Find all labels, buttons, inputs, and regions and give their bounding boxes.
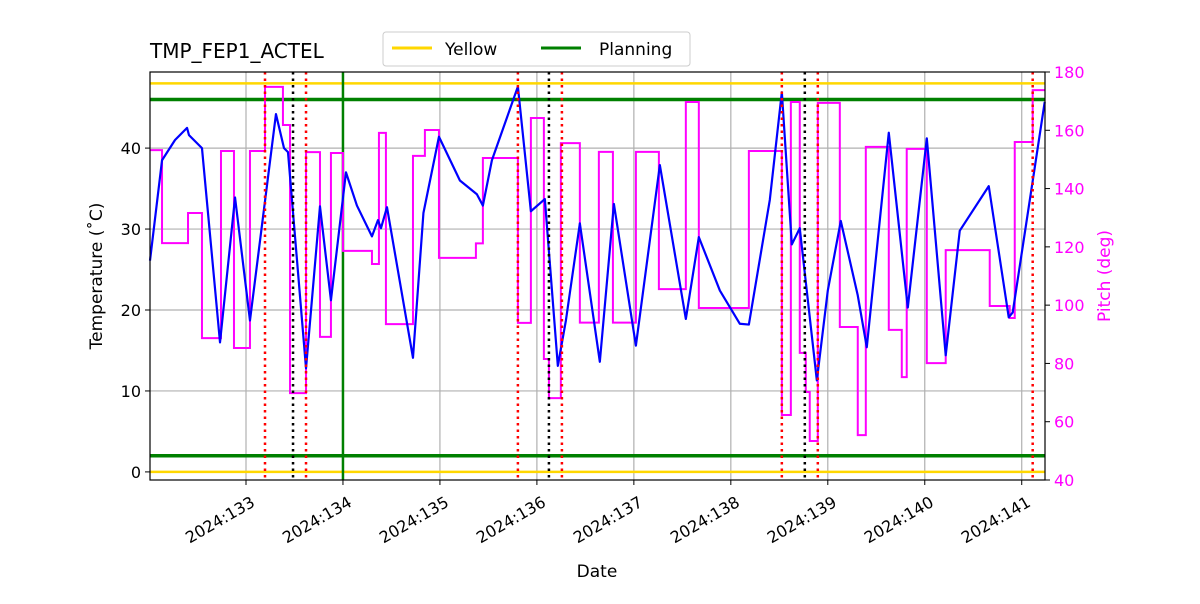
x-axis-label: Date	[577, 562, 618, 582]
y-right-tick-label: 140	[1054, 180, 1085, 199]
y-right-tick-label: 80	[1054, 354, 1074, 373]
legend-label-yellow: Yellow	[444, 40, 497, 60]
y-tick-label: 10	[121, 382, 141, 401]
y-right-tick-label: 160	[1054, 121, 1085, 140]
y-right-tick-label: 120	[1054, 238, 1085, 257]
y-right-tick-label: 60	[1054, 413, 1074, 432]
y-right-tick-label: 100	[1054, 296, 1085, 315]
y-tick-label: 20	[121, 301, 141, 320]
legend: Yellow Planning	[382, 31, 691, 67]
y-right-tick-label: 40	[1054, 471, 1074, 490]
y-tick-label: 0	[131, 463, 141, 482]
temperature-series-line	[148, 85, 1046, 382]
plot-frame	[149, 71, 1046, 481]
legend-label-planning: Planning	[599, 40, 672, 60]
y-tick-label: 40	[121, 139, 141, 158]
y-tick-label: 30	[121, 220, 141, 239]
plot-marks	[148, 72, 1046, 480]
pitch-series-line	[150, 85, 1045, 442]
y-axis-label: Temperature (˚C)	[86, 203, 107, 351]
y-right-tick-label: 180	[1054, 63, 1085, 82]
y-axis-right-label: Pitch (deg)	[1095, 230, 1115, 322]
chart-title: TMP_FEP1_ACTEL	[149, 39, 325, 63]
legend-box	[382, 31, 691, 67]
